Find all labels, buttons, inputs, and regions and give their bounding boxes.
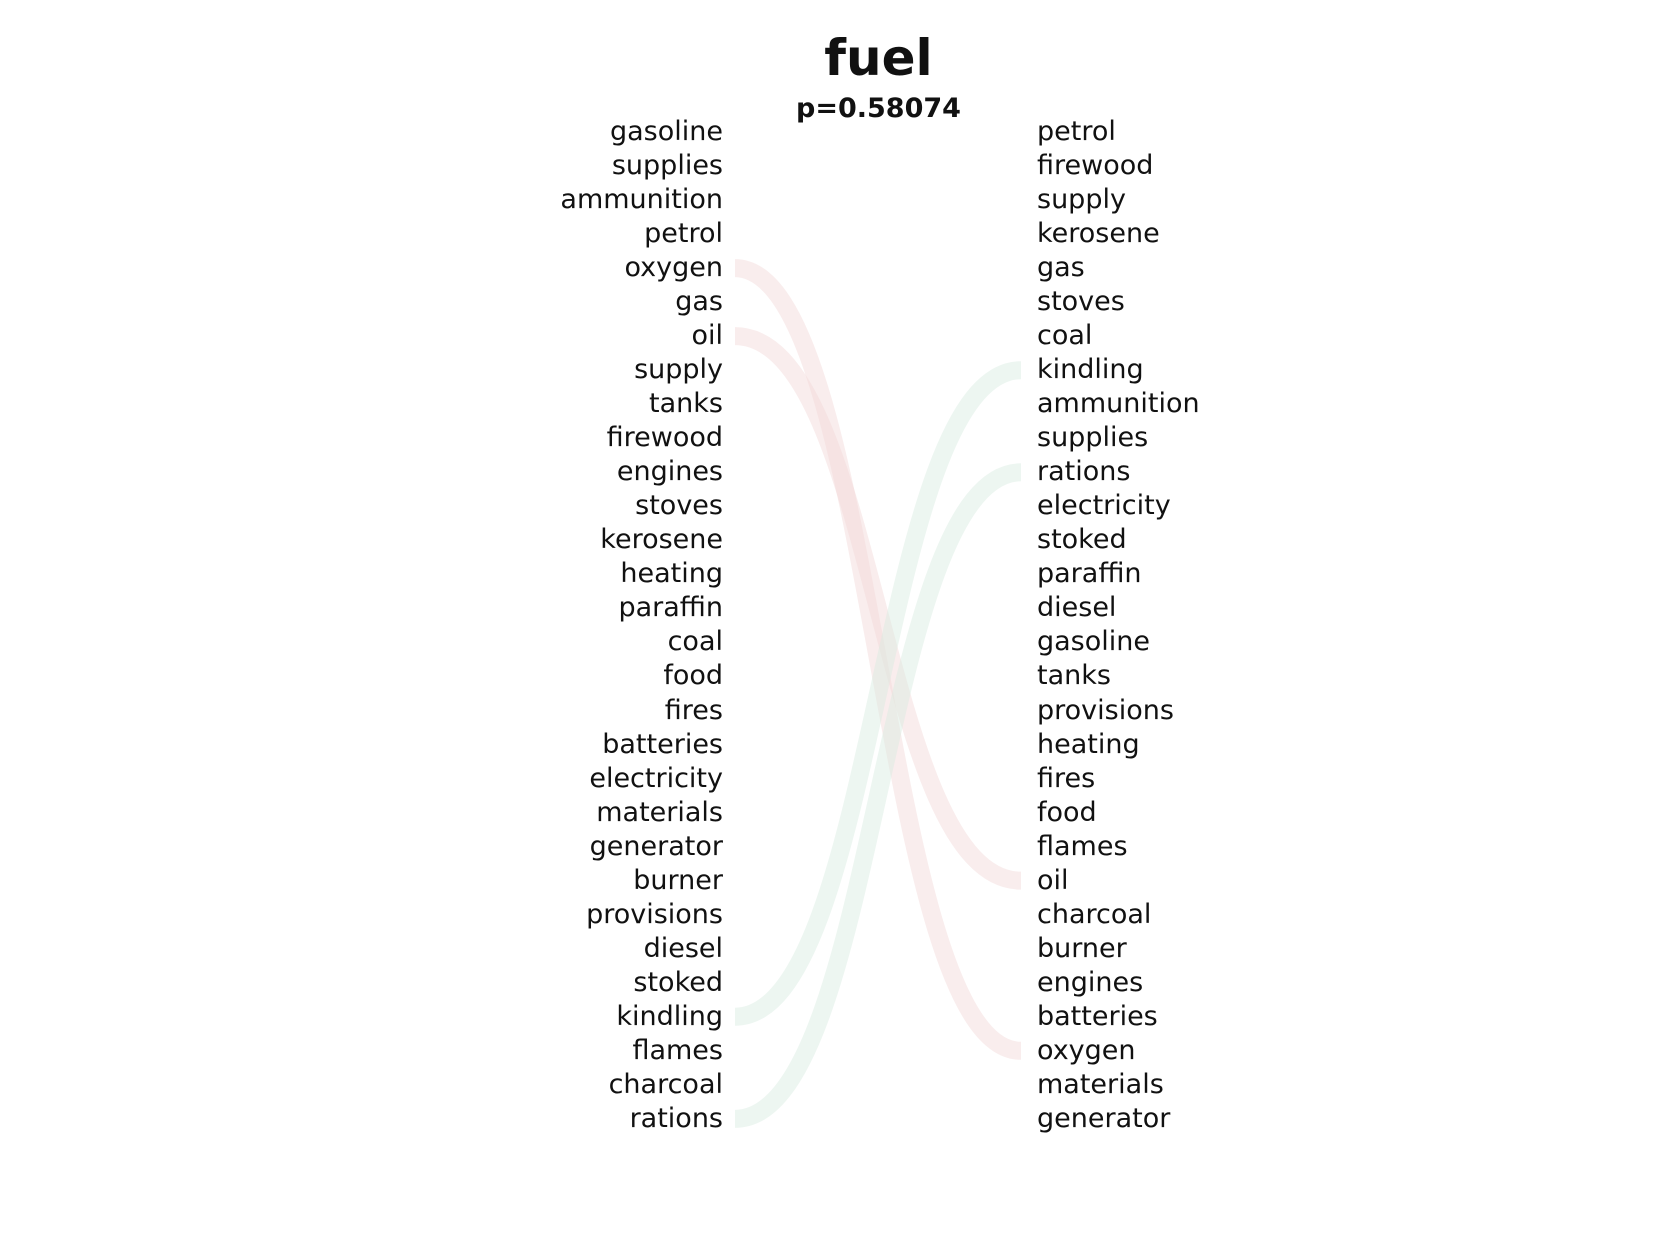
left-word: engines [616, 456, 723, 488]
left-word: heating [620, 558, 723, 590]
right-word: engines [1037, 966, 1144, 998]
right-word: ammunition [1037, 388, 1200, 420]
right-word: oil [1037, 864, 1069, 896]
left-word: generator [589, 830, 723, 862]
right-word: paraffin [1037, 558, 1142, 590]
left-word: provisions [586, 898, 723, 930]
left-word: batteries [602, 728, 723, 760]
left-word: electricity [589, 762, 723, 794]
right-word: petrol [1037, 116, 1116, 147]
connector-band [733, 259, 1023, 1060]
right-word: gas [1037, 252, 1085, 284]
right-word: materials [1037, 1068, 1164, 1100]
right-word: provisions [1037, 694, 1174, 726]
connector-band [734, 463, 1022, 1128]
right-word: oxygen [1037, 1034, 1136, 1066]
left-word: burner [633, 864, 723, 896]
right-word: fires [1037, 762, 1096, 794]
right-word: electricity [1037, 490, 1171, 522]
left-word: stoked [633, 966, 723, 998]
right-word: gasoline [1037, 626, 1150, 658]
left-word: oxygen [624, 252, 723, 284]
left-word: food [663, 660, 723, 692]
left-word: supplies [611, 150, 723, 182]
left-word: kerosene [600, 524, 723, 556]
right-word: stoves [1037, 286, 1125, 318]
left-word: fires [664, 694, 723, 726]
right-word: stoked [1037, 524, 1127, 556]
connector-band [734, 361, 1022, 1026]
right-word: kindling [1037, 354, 1144, 386]
right-word: coal [1037, 320, 1093, 352]
left-word: gasoline [610, 116, 723, 147]
left-word: tanks [649, 388, 723, 420]
left-word: ammunition [560, 184, 723, 216]
left-word: rations [629, 1102, 723, 1134]
left-word: supply [634, 354, 723, 386]
right-word: tanks [1037, 660, 1111, 692]
left-word: coal [667, 626, 723, 658]
left-word: charcoal [608, 1068, 723, 1100]
right-word: supplies [1037, 422, 1149, 454]
right-word: generator [1037, 1102, 1171, 1134]
right-word: firewood [1037, 150, 1154, 182]
left-word: flames [632, 1034, 723, 1066]
right-word: kerosene [1037, 218, 1160, 250]
left-word: kindling [616, 1000, 723, 1032]
connector-band [734, 327, 1022, 890]
left-word: stoves [635, 490, 723, 522]
left-word: petrol [644, 218, 723, 250]
diagram-title: fuel [824, 29, 933, 87]
diagram-subtitle: p=0.58074 [796, 93, 961, 124]
right-word: diesel [1037, 592, 1117, 624]
right-word: food [1037, 796, 1097, 828]
right-word: batteries [1037, 1000, 1158, 1032]
right-word: rations [1037, 456, 1131, 488]
left-word: paraffin [618, 592, 723, 624]
right-word: charcoal [1037, 898, 1152, 930]
left-word: gas [675, 286, 723, 318]
left-word: firewood [606, 422, 723, 454]
left-word: materials [596, 796, 723, 828]
left-word: diesel [643, 932, 723, 964]
right-word: burner [1037, 932, 1127, 964]
right-word: supply [1037, 184, 1126, 216]
right-word: flames [1037, 830, 1128, 862]
right-word: heating [1037, 728, 1140, 760]
left-word: oil [691, 320, 723, 352]
